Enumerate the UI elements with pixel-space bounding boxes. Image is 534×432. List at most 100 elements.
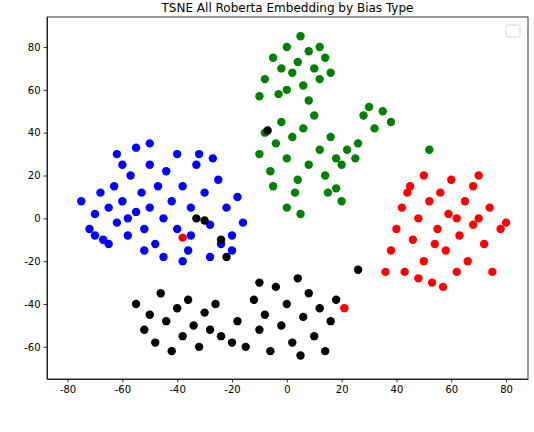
tick: 60 — [28, 85, 47, 96]
point — [409, 236, 417, 244]
point — [132, 208, 140, 216]
point — [283, 86, 291, 94]
point — [118, 161, 126, 169]
point — [379, 107, 387, 115]
point — [283, 43, 291, 51]
tick: 40 — [28, 127, 47, 138]
tick-label: -60 — [24, 342, 40, 353]
point — [146, 203, 154, 211]
tick: 60 — [445, 379, 458, 395]
point — [178, 182, 186, 190]
point — [242, 343, 250, 351]
point — [192, 161, 200, 169]
point — [263, 126, 271, 134]
point — [178, 257, 186, 265]
point — [151, 338, 159, 346]
point — [381, 268, 389, 276]
point — [200, 308, 208, 316]
point — [365, 103, 373, 111]
point — [474, 214, 482, 222]
point — [433, 225, 441, 233]
tick-mark — [396, 379, 397, 383]
point — [310, 111, 318, 119]
tick: -40 — [24, 299, 47, 310]
point — [91, 231, 99, 239]
tick-mark — [44, 133, 48, 134]
point — [85, 225, 93, 233]
point — [316, 43, 324, 51]
tick-label: 60 — [445, 384, 458, 395]
point — [110, 182, 118, 190]
tick-mark — [232, 379, 233, 383]
tick: -20 — [24, 256, 47, 267]
point — [324, 188, 332, 196]
point — [283, 203, 291, 211]
point — [187, 203, 195, 211]
point — [439, 283, 447, 291]
point — [132, 300, 140, 308]
tick-label: 80 — [28, 42, 41, 53]
tick-mark — [177, 379, 178, 383]
tick-mark — [287, 379, 288, 383]
point — [255, 326, 263, 334]
point — [340, 304, 348, 312]
tick-label: -80 — [60, 384, 76, 395]
point — [277, 64, 285, 72]
tick: -60 — [115, 379, 131, 395]
point — [332, 296, 340, 304]
point — [200, 216, 208, 224]
point — [228, 338, 236, 346]
plot: -80-60-40-20020406080-60-40-20020406080 — [24, 17, 528, 395]
point — [173, 150, 181, 158]
tick-mark — [122, 379, 123, 383]
point — [425, 146, 433, 154]
point — [277, 118, 285, 126]
tick-label: 40 — [28, 127, 41, 138]
point — [291, 188, 299, 196]
tick: -20 — [224, 379, 240, 395]
point — [140, 225, 148, 233]
point — [485, 203, 493, 211]
series — [255, 32, 433, 218]
point — [453, 268, 461, 276]
point — [294, 274, 302, 282]
point — [453, 214, 461, 222]
point — [299, 313, 307, 321]
point — [187, 231, 195, 239]
point — [192, 214, 200, 222]
point — [321, 347, 329, 355]
point — [370, 124, 378, 132]
point — [469, 182, 477, 190]
tick-mark — [342, 379, 343, 383]
point — [200, 188, 208, 196]
point — [431, 240, 439, 248]
point — [299, 124, 307, 132]
point — [354, 139, 362, 147]
tick-mark — [44, 347, 48, 348]
point — [217, 236, 225, 244]
tick-label: 80 — [500, 384, 513, 395]
point — [400, 268, 408, 276]
point — [132, 143, 140, 151]
legend-box — [506, 25, 520, 37]
tick: 0 — [284, 379, 290, 395]
point — [326, 68, 334, 76]
point — [146, 311, 154, 319]
point — [178, 233, 186, 241]
point — [222, 203, 230, 211]
point — [255, 92, 263, 100]
point — [214, 176, 222, 184]
point — [104, 203, 112, 211]
point — [444, 210, 452, 218]
tick: -80 — [60, 379, 76, 395]
tick-label: 0 — [34, 213, 40, 224]
point — [255, 278, 263, 286]
point — [461, 197, 469, 205]
point — [299, 81, 307, 89]
point — [337, 197, 345, 205]
point — [288, 68, 296, 76]
point — [420, 171, 428, 179]
point — [104, 240, 112, 248]
point — [173, 225, 181, 233]
points — [77, 32, 510, 360]
